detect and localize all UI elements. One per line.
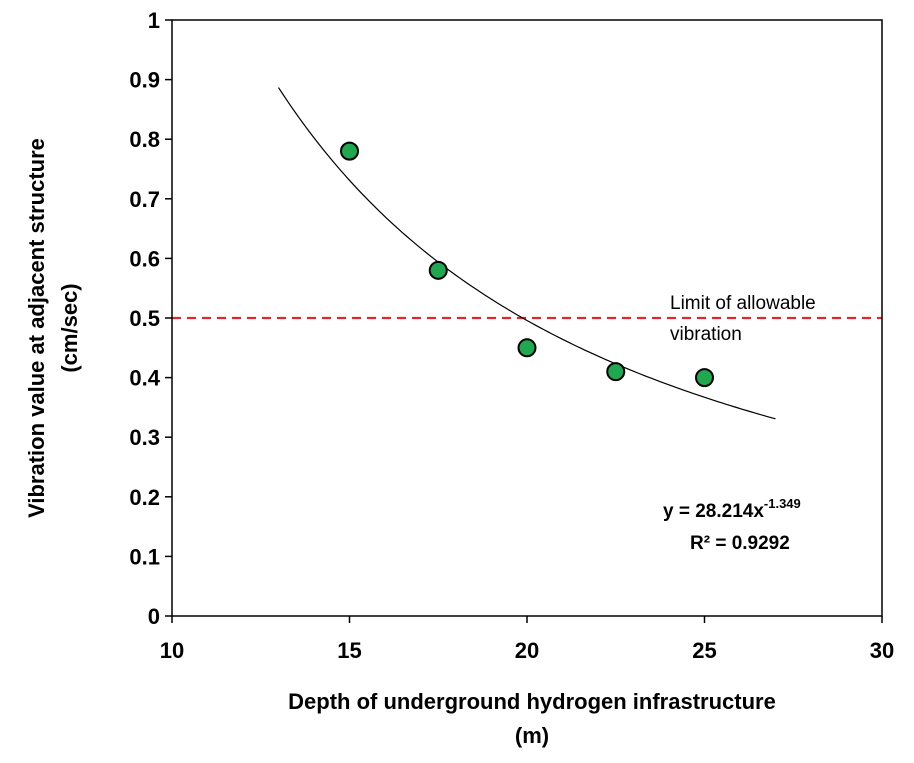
y-tick-label: 0.5 [129, 306, 160, 331]
power-trendline [277, 87, 776, 420]
data-point [606, 362, 626, 382]
plot-area-frame [171, 19, 883, 617]
data-point [340, 141, 359, 161]
equation-exponent: -1.349 [764, 496, 801, 511]
x-tick-label: 25 [692, 638, 716, 663]
y-tick-label: 1 [148, 8, 160, 33]
data-point [695, 368, 714, 388]
x-tick-label: 15 [337, 638, 361, 663]
y-tick-label: 0 [148, 604, 160, 629]
y-tick-label: 0.7 [129, 187, 160, 212]
data-point [428, 260, 448, 280]
y-axis-title-line2: (cm/sec) [57, 283, 82, 372]
r-squared: R² = 0.9292 [690, 533, 790, 554]
y-tick-label: 0.8 [129, 127, 160, 152]
y-tick-label: 0.4 [129, 366, 160, 391]
x-tick-label: 30 [870, 638, 894, 663]
y-tick-label: 0.9 [129, 68, 160, 93]
trendline-equation: y = 28.214x-1.349 [663, 496, 801, 522]
y-tick-label: 0.2 [129, 485, 160, 510]
y-tick-label: 0.3 [129, 425, 160, 450]
x-tick-label: 10 [160, 638, 184, 663]
y-tick-label: 0.1 [129, 544, 160, 569]
y-tick-label: 0.6 [129, 246, 160, 271]
data-point [517, 338, 537, 358]
x-tick-label: 20 [515, 638, 539, 663]
x-axis-title-line2: (m) [515, 723, 549, 748]
equation-base: y = 28.214x [663, 501, 764, 522]
x-axis-title-line1: Depth of underground hydrogen infrastruc… [288, 689, 776, 714]
data-points [340, 141, 714, 388]
allowable-limit-label-line2: vibration [670, 324, 742, 345]
y-axis-ticks: 0 0.1 0.2 0.3 0.4 0.5 0.6 0.7 0.8 0.9 1 [129, 8, 172, 629]
y-axis-title-line1: Vibration value at adjacent structure [24, 138, 49, 518]
allowable-limit-label-line1: Limit of allowable [670, 293, 816, 314]
x-axis-ticks: 10 15 20 25 30 [160, 616, 894, 663]
